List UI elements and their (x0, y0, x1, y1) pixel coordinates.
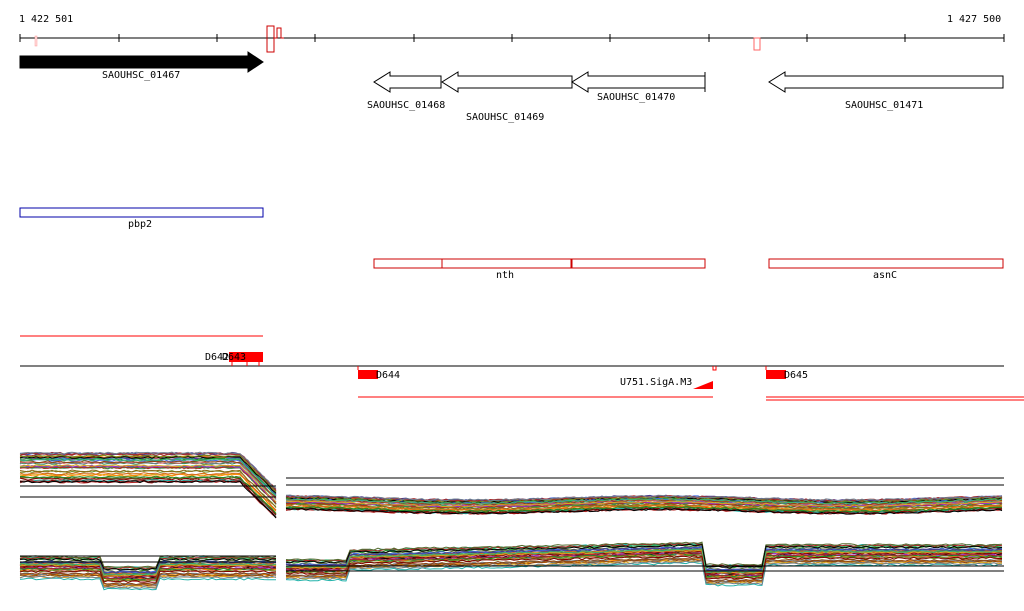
expression-profile-line (19, 560, 1003, 589)
gene-label-SAOUHSC_01468[interactable]: SAOUHSC_01468 (367, 100, 446, 111)
operon-box-nth-3 (571, 258, 706, 269)
expression-profile-line (19, 551, 1003, 580)
feature-label-D643[interactable]: D643 (222, 352, 247, 363)
feature-label-D645[interactable]: D645 (784, 370, 809, 381)
expression-profile-line (19, 472, 1003, 512)
expression-profile-line (19, 480, 1003, 519)
ruler-end-label: 1 427 500 (947, 14, 1002, 25)
feature-block-D643 (229, 352, 263, 362)
expression-profile-line (19, 541, 1003, 569)
operon-label-nth[interactable]: nth (496, 270, 515, 281)
gene-arrow-SAOUHSC_01467 (19, 51, 264, 73)
gene-label-SAOUHSC_01470[interactable]: SAOUHSC_01470 (597, 92, 676, 103)
operon-box-nth-2 (441, 258, 572, 269)
gene-label-SAOUHSC_01471[interactable]: SAOUHSC_01471 (845, 100, 924, 111)
gene-arrow-SAOUHSC_01470 (571, 71, 706, 93)
ruler-axis (19, 25, 1005, 53)
feature-label-D644[interactable]: D644 (376, 370, 401, 381)
expression-profile-line (19, 475, 1003, 514)
expression-profile-line (19, 464, 1003, 508)
expression-profile-line (19, 546, 1003, 574)
expression-profile-line (19, 543, 1003, 571)
operon-label-asnC[interactable]: asnC (873, 270, 898, 281)
expression-profile-line (19, 548, 1003, 576)
gene-arrow-SAOUHSC_01469 (441, 71, 573, 93)
feature-block-D645 (766, 370, 786, 379)
gene-label-SAOUHSC_01467[interactable]: SAOUHSC_01467 (102, 70, 181, 81)
operons-track (19, 207, 1004, 269)
operon-label-pbp2[interactable]: pbp2 (128, 219, 153, 230)
gene-label-SAOUHSC_01469[interactable]: SAOUHSC_01469 (466, 112, 545, 123)
feature-label-D642[interactable]: D642 (205, 352, 230, 363)
feature-block-D644 (358, 370, 378, 379)
expression-profile-line (19, 542, 1003, 570)
operon-box-pbp2 (19, 207, 264, 218)
expression-profile-line (19, 451, 1003, 502)
genes-track (19, 51, 1004, 93)
features-track (20, 335, 1024, 401)
expression-profile-line (19, 556, 1003, 586)
expression-profile-line (19, 555, 1002, 583)
operon-box-asnC (768, 258, 1004, 269)
expression-profile-line (19, 458, 1003, 505)
gene-arrow-SAOUHSC_01471 (768, 71, 1004, 93)
gene-arrow-SAOUHSC_01468 (373, 71, 442, 93)
feature-label-U751[interactable]: U751.SigA.M3 (620, 377, 693, 388)
ruler-start-label: 1 422 501 (19, 14, 74, 25)
feature-block-U751 (693, 381, 713, 389)
